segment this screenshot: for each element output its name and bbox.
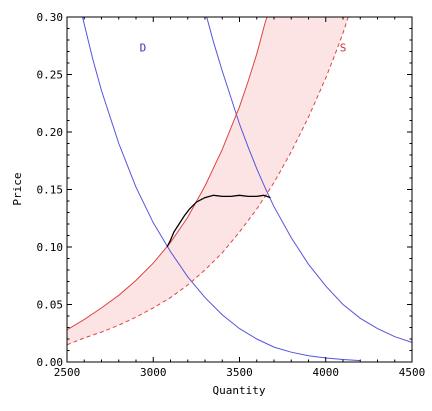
- x-axis-label: Quantity: [213, 384, 266, 397]
- y-axis-label: Price: [11, 172, 24, 205]
- y-tick-label: 0.05: [37, 299, 64, 312]
- x-tick-label: 4500: [399, 366, 426, 379]
- x-tick-label: 3500: [226, 366, 253, 379]
- y-tick-label: 0.15: [37, 184, 64, 197]
- x-tick-label: 2500: [54, 366, 81, 379]
- x-tick-label: 4000: [313, 366, 340, 379]
- y-tick-label: 0.00: [37, 356, 64, 369]
- series-layer: [67, 17, 412, 362]
- s-lower-line: [67, 17, 349, 346]
- y-tick-label: 0.30: [37, 11, 64, 24]
- tick-layer: 2500 3000 3500 4000 4500 0.00 0.05 0.10 0.15 0.20…: [37, 11, 426, 379]
- y-tick-label: 0.25: [37, 69, 64, 82]
- d-left-line: [82, 17, 361, 362]
- s-upper-line: [67, 17, 268, 331]
- y-tick-label: 0.10: [37, 241, 64, 254]
- x-tick-label: 3000: [140, 366, 167, 379]
- y-tick-label: 0.20: [37, 126, 64, 139]
- d-right-line: [206, 17, 412, 343]
- path-line: [166, 194, 271, 248]
- series-label-d: D: [140, 42, 147, 55]
- series-label-s: S: [340, 42, 347, 55]
